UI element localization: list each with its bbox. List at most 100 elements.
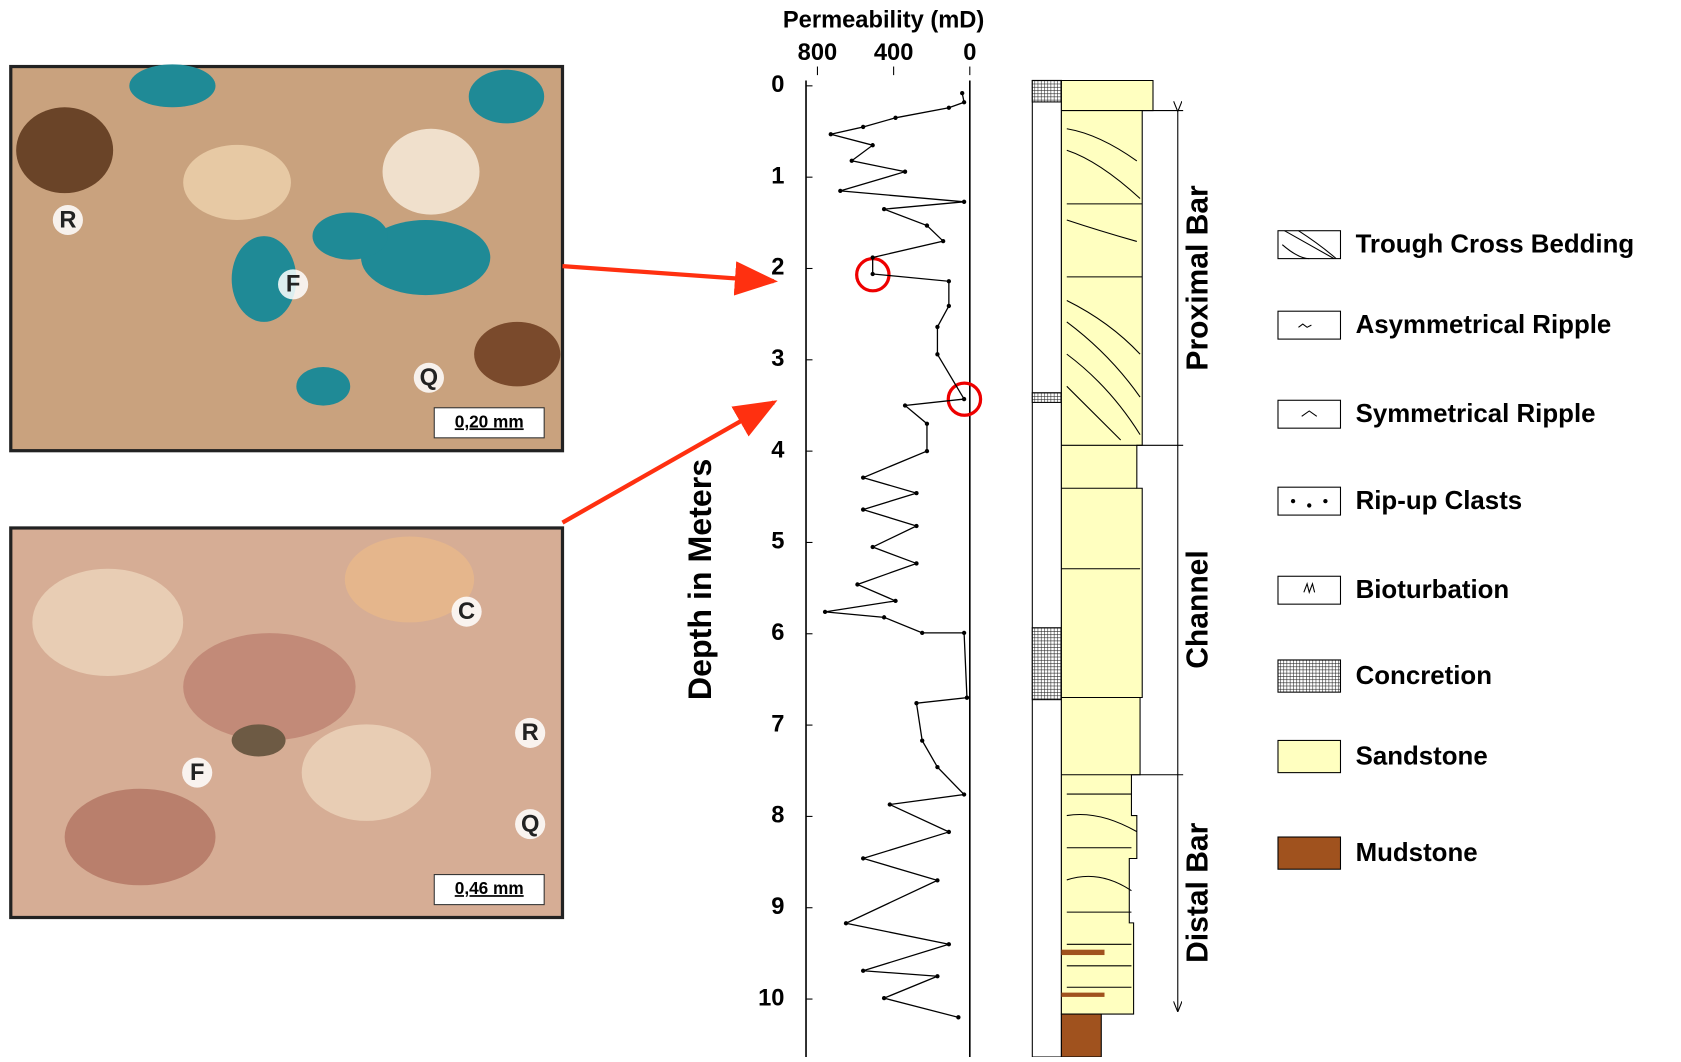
legend-label: Rip-up Clasts: [1356, 487, 1523, 515]
figure: Permeability (mD) Depth in Meters Trough…: [0, 0, 1681, 1057]
data-point: [888, 802, 892, 806]
data-point: [861, 507, 865, 511]
data-point: [871, 255, 875, 259]
legend-label: Concretion: [1356, 662, 1492, 690]
photo-label: F: [190, 760, 204, 786]
legend-dot: [1323, 499, 1327, 503]
y-tick-label: 0: [771, 72, 784, 98]
x-tick-label: 400: [874, 40, 914, 66]
data-point: [871, 143, 875, 147]
data-point: [920, 631, 924, 635]
data-point: [903, 403, 907, 407]
data-point: [925, 223, 929, 227]
y-tick-label: 4: [771, 437, 785, 463]
legend-label: Symmetrical Ripple: [1356, 400, 1596, 428]
permeability-line: [825, 93, 967, 1017]
legend-swatch: [1278, 740, 1340, 772]
data-point: [962, 200, 966, 204]
y-tick-label: 6: [771, 620, 784, 646]
data-point: [893, 116, 897, 120]
data-point: [941, 239, 945, 243]
legend-swatch: [1278, 660, 1340, 692]
y-tick-label: 3: [771, 346, 784, 372]
data-point: [829, 132, 833, 136]
x-tick-label: 800: [798, 40, 838, 66]
data-point: [823, 610, 827, 614]
data-point: [947, 942, 951, 946]
scale-label: 0,46 mm: [455, 878, 524, 898]
data-point: [962, 100, 966, 104]
data-point: [844, 921, 848, 925]
legend-label: Mudstone: [1356, 839, 1478, 867]
legend-swatch: [1278, 400, 1340, 428]
data-point: [871, 272, 875, 276]
data-point: [935, 352, 939, 356]
data-point: [861, 125, 865, 129]
y-axis-title: Depth in Meters: [682, 459, 718, 700]
data-point: [935, 765, 939, 769]
photo-label: Q: [521, 811, 539, 837]
legend-swatch: [1278, 487, 1340, 515]
y-tick-label: 10: [758, 985, 784, 1011]
data-point: [850, 159, 854, 163]
data-point: [935, 325, 939, 329]
data-point: [903, 170, 907, 174]
data-point: [882, 996, 886, 1000]
strat-column: [1032, 80, 1183, 1057]
data-point: [925, 422, 929, 426]
data-point: [914, 524, 918, 528]
y-tick-label: 9: [771, 894, 784, 920]
legend-label: Asymmetrical Ripple: [1356, 311, 1612, 339]
data-point: [925, 449, 929, 453]
data-point: [947, 279, 951, 283]
data-point: [861, 969, 865, 973]
legend-label: Bioturbation: [1356, 576, 1510, 604]
data-point: [871, 545, 875, 549]
photo-label: F: [286, 272, 300, 298]
data-point: [960, 91, 964, 95]
data-point: [914, 701, 918, 705]
page: Permeability (mD) Depth in Meters Trough…: [0, 0, 1681, 1062]
data-point: [838, 189, 842, 193]
legend-dot: [1291, 499, 1295, 503]
arrow: [562, 402, 773, 522]
y-tick-label: 7: [771, 711, 784, 737]
data-point: [914, 561, 918, 565]
photo-label: C: [458, 599, 475, 625]
legend: Trough Cross Bedding Asymmetrical Ripple S…: [1278, 231, 1634, 870]
data-point: [962, 631, 966, 635]
data-point: [855, 582, 859, 586]
data-point: [861, 856, 865, 860]
data-point: [893, 599, 897, 603]
data-point: [914, 491, 918, 495]
data-point: [882, 207, 886, 211]
y-tick-label: 8: [771, 803, 784, 829]
legend-label: Sandstone: [1356, 742, 1488, 770]
x-axis-title: Permeability (mD): [783, 8, 984, 34]
arrow: [562, 266, 773, 281]
legend-swatch: [1278, 837, 1340, 869]
photo-label: Q: [420, 365, 438, 391]
photo-label: R: [59, 207, 76, 233]
photo-label: R: [522, 720, 539, 746]
legend-dot: [1307, 503, 1311, 507]
data-point: [962, 792, 966, 796]
y-tick-label: 5: [771, 529, 784, 555]
photo-bottom: [11, 528, 563, 918]
y-tick-label: 2: [771, 255, 784, 281]
y-tick-label: 1: [771, 163, 784, 189]
data-point: [947, 106, 951, 110]
data-point: [947, 304, 951, 308]
data-point: [947, 830, 951, 834]
data-point: [882, 615, 886, 619]
x-tick-label: 0: [963, 40, 976, 66]
data-point: [935, 974, 939, 978]
legend-swatch: [1278, 311, 1340, 339]
data-point: [956, 1015, 960, 1019]
data-point: [861, 475, 865, 479]
data-point: [920, 738, 924, 742]
data-point: [935, 878, 939, 882]
legend-label: Trough Cross Bedding: [1356, 231, 1635, 259]
interval-label: Channel: [1181, 550, 1214, 668]
data-point: [962, 397, 966, 401]
